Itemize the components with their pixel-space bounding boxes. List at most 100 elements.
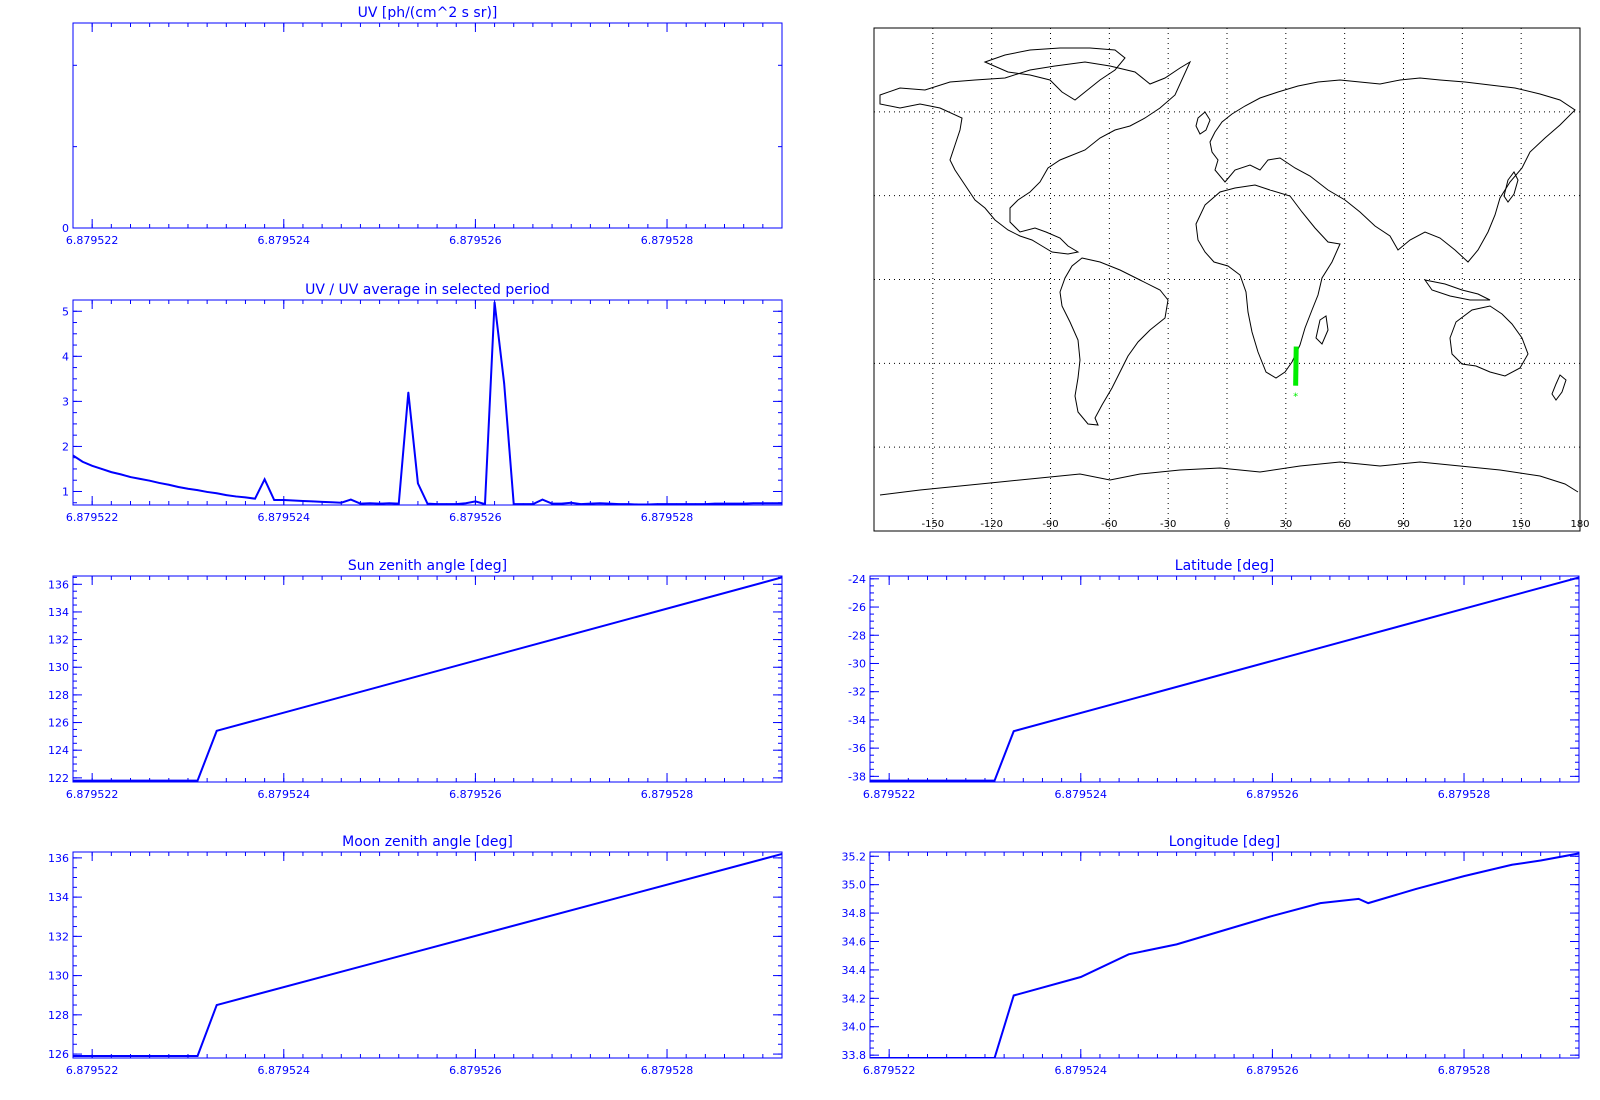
data-point [445, 503, 448, 505]
x-tick-label: 6.879524 [258, 511, 311, 524]
data-point [1012, 730, 1015, 733]
data-point [73, 1055, 74, 1057]
greenland-coast [983, 47, 1126, 101]
data-point [407, 391, 410, 394]
data-point [589, 502, 592, 505]
moon-zenith-panel: Moon zenith angle [deg] 6.879522 6.879524 6… [48, 834, 783, 1077]
x-tick-label: 6.879522 [66, 234, 119, 247]
chart-title: Latitude [deg] [1175, 558, 1274, 574]
x-tick-label: 6.879524 [258, 234, 311, 247]
data-point [993, 1057, 996, 1058]
data-point [158, 482, 161, 484]
data-point [704, 503, 707, 505]
y-tick-label: 124 [48, 744, 69, 757]
data-point [1578, 576, 1579, 579]
data-point [474, 500, 477, 503]
chart-title: Longitude [deg] [1169, 834, 1280, 850]
series-line [73, 302, 782, 505]
map-longitude-label: -60 [1101, 519, 1117, 530]
data-point [503, 382, 505, 385]
data-point [455, 503, 458, 505]
data-point [100, 468, 103, 470]
map-longitude-label: 30 [1279, 519, 1292, 530]
data-point [359, 502, 362, 505]
map-longitude-label: -30 [1160, 519, 1176, 530]
data-point [168, 483, 170, 486]
y-tick-label: 130 [48, 970, 69, 983]
x-tick-label: 6.879528 [1438, 788, 1491, 801]
data-point [273, 499, 276, 501]
y-tick-label: 132 [48, 930, 69, 943]
data-point [282, 499, 285, 501]
y-tick-label: 34.2 [842, 992, 867, 1005]
data-point [608, 502, 611, 505]
y-tick-label: 3 [62, 395, 69, 408]
data-point [81, 460, 84, 463]
data-point [599, 502, 601, 504]
british-isles-coast [1195, 111, 1211, 135]
map-longitude-label: -120 [980, 519, 1003, 530]
x-tick-label: 6.879522 [66, 511, 119, 524]
data-point [771, 502, 774, 504]
x-tick-label: 6.879526 [449, 1064, 502, 1077]
data-point [120, 473, 122, 476]
data-point [417, 482, 419, 485]
data-point [235, 495, 237, 498]
y-tick-label: 5 [62, 305, 69, 318]
madagascar-coast [1315, 315, 1329, 345]
y-tick-label: 122 [48, 772, 69, 785]
x-tick-label: 6.879528 [641, 511, 694, 524]
data-point [1415, 888, 1417, 890]
data-point [579, 503, 582, 505]
y-tick-label: 1 [62, 485, 69, 498]
data-point [292, 499, 295, 502]
data-point [781, 502, 782, 504]
y-tick-label: -24 [848, 573, 866, 586]
map-longitude-label: 150 [1512, 519, 1531, 530]
data-point [1367, 902, 1370, 904]
data-point [225, 494, 228, 496]
y-tick-label: 132 [48, 634, 69, 647]
x-tick-label: 6.879524 [258, 1064, 311, 1077]
y-tick-label: -28 [848, 629, 866, 642]
data-point [675, 503, 678, 505]
data-point [177, 486, 180, 488]
y-tick-label: -30 [848, 657, 866, 670]
north-america-coast [879, 60, 1192, 255]
map-longitude-label: 90 [1397, 519, 1410, 530]
y-tick-label: 33.8 [842, 1049, 867, 1062]
x-tick-label: 6.879528 [1438, 1064, 1491, 1077]
data-point [1319, 902, 1322, 904]
x-tick-label: 6.879522 [863, 1064, 916, 1077]
data-point [685, 503, 687, 505]
data-point [733, 502, 735, 505]
data-point [244, 496, 247, 499]
y-tick-label: 126 [48, 717, 69, 730]
y-tick-label: 134 [48, 606, 69, 619]
x-tick-label: 6.879522 [66, 788, 119, 801]
data-point [570, 501, 573, 504]
data-point [129, 476, 132, 478]
y-tick-label: 136 [48, 852, 69, 865]
data-point [781, 576, 782, 579]
data-point [560, 502, 563, 505]
y-tick-label: 2 [62, 440, 69, 453]
series-line [870, 852, 1579, 1058]
data-point [369, 502, 371, 504]
data-point [762, 502, 764, 504]
plot-frame [72, 299, 783, 506]
data-point [714, 502, 716, 505]
plot-frame [869, 575, 1580, 783]
data-point [870, 779, 871, 782]
y-tick-label: 4 [62, 350, 69, 363]
y-tick-label: -34 [848, 714, 866, 727]
y-tick-label: 34.8 [842, 907, 867, 920]
plot-frame [869, 851, 1580, 1059]
data-point [196, 1055, 199, 1057]
data-point [148, 479, 151, 482]
data-point [1271, 915, 1274, 917]
x-tick-label: 6.879526 [1246, 788, 1299, 801]
data-point [91, 465, 93, 467]
x-tick-label: 6.879522 [66, 1064, 119, 1077]
